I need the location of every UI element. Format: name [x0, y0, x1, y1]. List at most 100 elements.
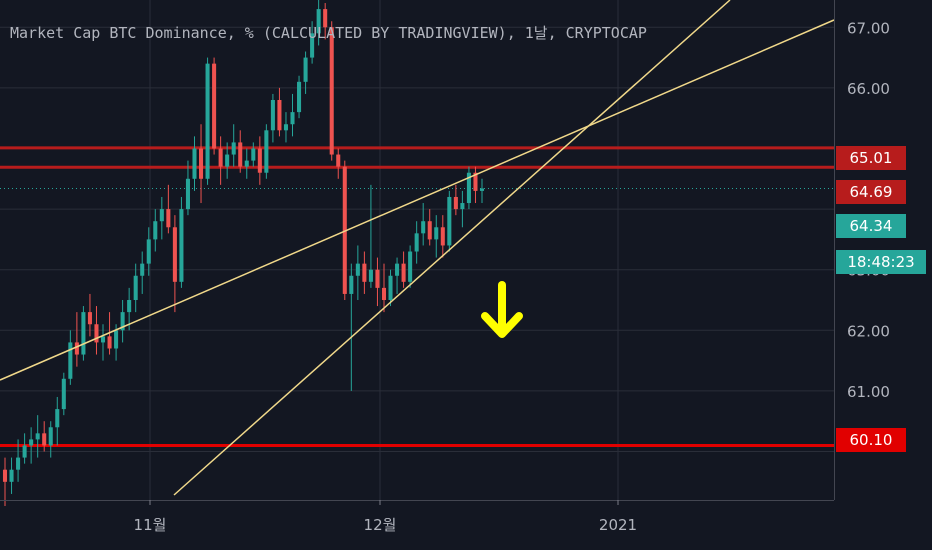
candle [16, 439, 21, 482]
candle [264, 124, 269, 179]
x-tick-label: 11월 [134, 516, 167, 534]
candle [316, 0, 321, 46]
candle [479, 178, 485, 204]
candle [310, 21, 315, 64]
candle-body [133, 275, 138, 300]
upper-trendline[interactable] [0, 19, 835, 381]
candle-body [199, 148, 204, 179]
candle-body [61, 378, 66, 410]
candle-body [185, 178, 190, 210]
candle-body [401, 263, 406, 282]
candle-body [87, 312, 92, 325]
candle-body [447, 196, 452, 246]
candle-body [179, 209, 184, 282]
candle-body [473, 172, 478, 191]
horizontal-levels [0, 146, 834, 447]
y-tick-label: 67.00 [847, 19, 890, 37]
candle-body [48, 427, 53, 446]
candle-body [9, 469, 14, 482]
candle [205, 57, 210, 185]
candle-body [297, 81, 302, 113]
candle-body [264, 130, 269, 173]
candle-body [35, 433, 40, 440]
candle [192, 136, 197, 191]
candle [81, 306, 86, 361]
candle [166, 184, 171, 234]
candle [212, 57, 217, 155]
candle-body [159, 209, 164, 222]
candle [303, 51, 308, 94]
candle-body [381, 287, 387, 300]
x-tick-label: 12월 [364, 516, 397, 534]
candle [251, 142, 256, 167]
candle-body [100, 336, 106, 343]
candle [290, 93, 295, 137]
candle [127, 287, 132, 331]
y-tick-label: 61.00 [847, 383, 890, 401]
candle-body [29, 439, 34, 446]
candle-body [192, 148, 197, 179]
candle-body [283, 124, 288, 131]
candle [61, 372, 66, 416]
candle-body [466, 172, 471, 204]
candle [421, 203, 426, 246]
candle-body [81, 312, 86, 355]
candle [22, 433, 27, 464]
candle [362, 251, 367, 294]
candle [238, 130, 243, 173]
candle [349, 263, 354, 391]
candle-body [329, 27, 334, 155]
candle [55, 396, 60, 446]
candle [185, 160, 190, 216]
candle [87, 293, 92, 337]
candle [29, 427, 34, 464]
countdown-label: 18:48:23 [836, 250, 926, 274]
candle [225, 142, 230, 179]
candle-body [153, 221, 158, 240]
candle [244, 148, 249, 179]
y-tick-label: 62.00 [847, 322, 890, 340]
candle-body [355, 263, 360, 276]
candle [140, 251, 145, 294]
candle [427, 209, 432, 246]
candle-body [231, 142, 236, 155]
candle [336, 148, 341, 179]
candle-body [349, 275, 354, 294]
candle [440, 215, 445, 258]
candle [408, 245, 413, 288]
candle-body [362, 263, 367, 282]
candle [283, 112, 288, 143]
candle [9, 457, 14, 494]
candle-body [212, 63, 217, 149]
chart-title: Market Cap BTC Dominance, % (CALCULATED … [10, 24, 647, 42]
candle [323, 3, 328, 40]
candle-body [368, 269, 373, 282]
candle [159, 196, 164, 240]
candle [355, 245, 360, 300]
candle [100, 324, 106, 361]
candle-body [414, 233, 419, 252]
candle-body [290, 112, 295, 125]
candle [218, 136, 223, 185]
candle-body [440, 227, 445, 246]
candle-body [257, 148, 262, 173]
candle-body [277, 100, 282, 131]
candle [270, 93, 275, 143]
candle [231, 124, 236, 167]
candle-body [427, 221, 432, 240]
time-axis[interactable]: 11월 12월 2021 [134, 500, 638, 534]
lower-trendline[interactable] [173, 0, 731, 496]
candle-body [114, 330, 119, 349]
candle [153, 209, 158, 252]
candle-body [408, 251, 413, 282]
candle-body [166, 209, 171, 228]
candle-body [251, 148, 256, 161]
candle-body [244, 160, 249, 167]
candle [133, 263, 138, 313]
candle [2, 457, 8, 507]
candle-body [479, 188, 485, 191]
candle-body [316, 9, 321, 34]
